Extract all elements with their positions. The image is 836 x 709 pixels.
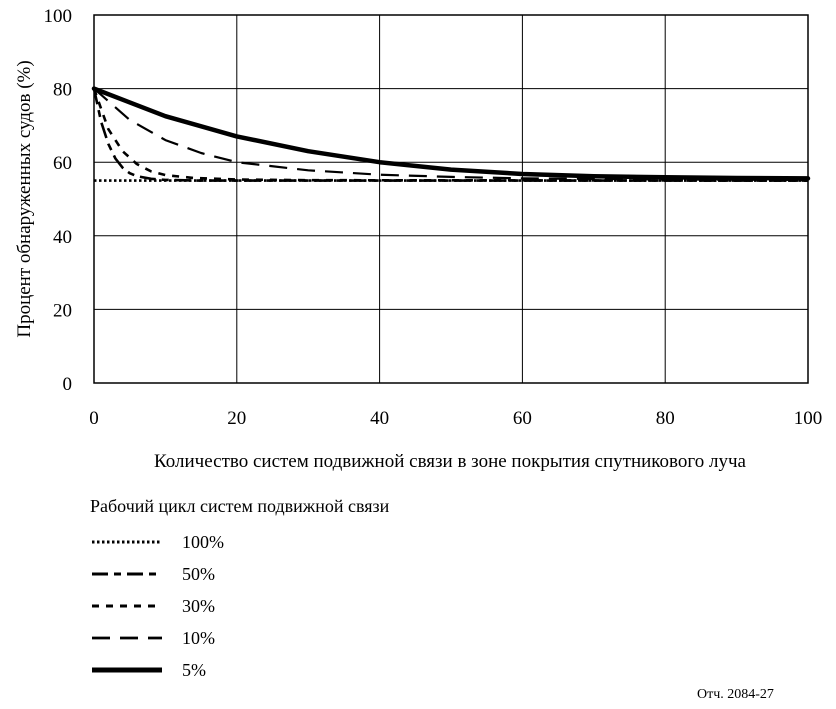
grid (94, 15, 808, 383)
legend-label: 30% (182, 595, 215, 617)
y-axis-title: Процент обнаруженных судов (%) (14, 60, 35, 337)
legend-swatch (90, 662, 170, 678)
x-tick-label: 60 (513, 408, 532, 429)
legend-label: 100% (182, 531, 224, 553)
figure-source-ref: Отч. 2084-27 (697, 687, 774, 703)
series-line-30pct (94, 89, 808, 181)
legend-title: Рабочий цикл систем подвижной связи (90, 495, 389, 517)
x-tick-label: 80 (656, 408, 675, 429)
y-tick-label: 40 (53, 227, 72, 248)
x-tick-label: 0 (89, 408, 99, 429)
y-tick-label: 100 (44, 6, 73, 27)
legend-item: 50% (90, 563, 389, 585)
plot-frame (94, 15, 808, 383)
y-tick-label: 20 (53, 300, 72, 321)
series-line-5pct (94, 89, 808, 179)
series-line-50pct (94, 89, 808, 181)
legend-swatch (90, 566, 170, 582)
legend-item: 5% (90, 659, 389, 681)
legend-label: 10% (182, 627, 215, 649)
x-tick-label: 20 (227, 408, 246, 429)
y-tick-label: 80 (53, 80, 72, 101)
legend-label: 5% (182, 659, 206, 681)
series-layer (94, 89, 808, 181)
legend-swatch (90, 630, 170, 646)
chart: 0 20 40 60 80 100 0 20 40 60 80 100 Процент обнаруж… (0, 0, 836, 480)
series-line-10pct (94, 89, 808, 180)
tick-labels: 0 20 40 60 80 100 0 20 40 60 80 100 (44, 6, 823, 429)
legend-item: 30% (90, 595, 389, 617)
legend-label: 50% (182, 563, 215, 585)
legend-swatch (90, 598, 170, 614)
x-tick-label: 100 (794, 408, 823, 429)
legend-swatch (90, 534, 170, 550)
y-tick-label: 0 (63, 374, 73, 395)
legend-items: 100% 50% 30% 10% 5% (90, 531, 389, 681)
x-axis-title: Количество систем подвижной связи в зоне… (154, 451, 746, 472)
legend-item: 100% (90, 531, 389, 553)
legend: Рабочий цикл систем подвижной связи 100%… (90, 495, 389, 691)
y-tick-label: 60 (53, 153, 72, 174)
legend-item: 10% (90, 627, 389, 649)
x-tick-label: 40 (370, 408, 389, 429)
